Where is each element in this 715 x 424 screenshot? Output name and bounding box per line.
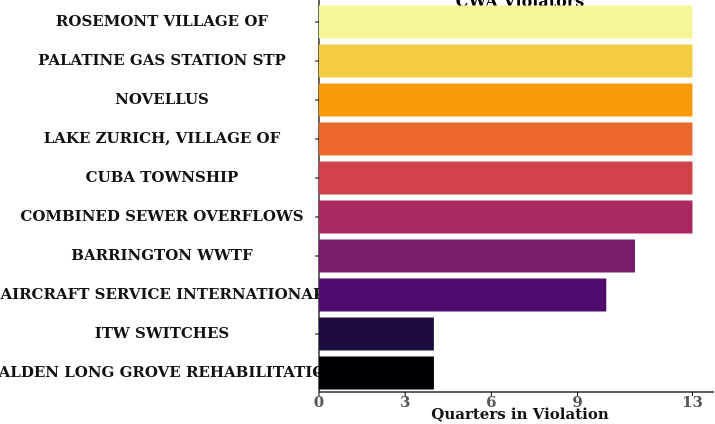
chart-title: CWA Violators	[456, 0, 585, 11]
bar	[319, 44, 693, 78]
x-tick-label: 0	[314, 393, 324, 411]
x-tick-label: 6	[486, 393, 496, 411]
y-tick-label: AIRCRAFT SERVICE INTERNATIONAL	[0, 285, 324, 303]
bar	[319, 200, 693, 234]
y-tick-label: COMBINED SEWER OVERFLOWS	[20, 207, 303, 225]
bar	[319, 356, 434, 390]
bar	[319, 161, 693, 195]
x-tick-label: 13	[682, 393, 703, 411]
y-tick-label: ROSEMONT VILLAGE OF	[56, 12, 268, 30]
x-tick-label: 9	[572, 393, 582, 411]
bar	[319, 5, 693, 39]
x-tick-label: 3	[400, 393, 410, 411]
y-tick-label: NOVELLUS	[115, 90, 209, 108]
y-tick-label: LAKE ZURICH, VILLAGE OF	[44, 129, 281, 147]
bar	[319, 122, 693, 156]
y-tick-label: CUBA TOWNSHIP	[86, 168, 239, 186]
y-tick-label: ALDEN LONG GROVE REHABILITATIO	[0, 363, 325, 381]
y-tick-label: ITW SWITCHES	[95, 324, 229, 342]
bar	[319, 317, 434, 351]
y-tick-label: BARRINGTON WWTF	[71, 246, 253, 264]
bar	[319, 239, 635, 273]
x-axis-label: Quarters in Violation	[431, 405, 609, 423]
y-tick-label: PALATINE GAS STATION STP	[38, 51, 286, 69]
bar	[319, 278, 607, 312]
bar	[319, 83, 693, 117]
